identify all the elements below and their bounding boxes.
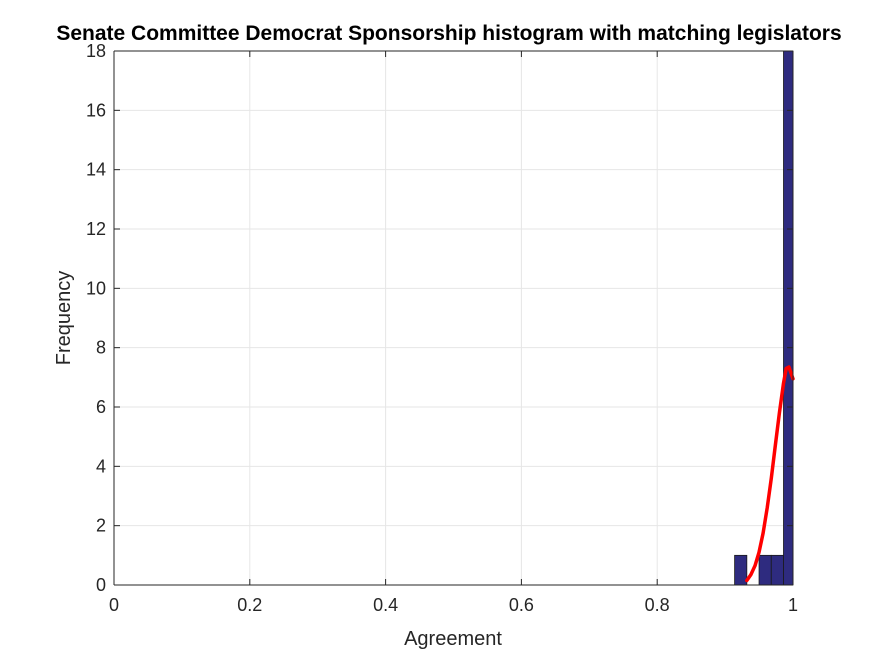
histogram-bar-4 bbox=[783, 50, 794, 586]
plot-area bbox=[114, 51, 793, 585]
histogram-bar-3 bbox=[770, 554, 784, 586]
y-tick-label-5: 10 bbox=[86, 278, 106, 298]
x-tick-label-0: 0 bbox=[109, 595, 119, 615]
x-tick-label-5: 1 bbox=[788, 595, 798, 615]
y-tick-label-3: 6 bbox=[96, 397, 106, 417]
fit-curve-layer bbox=[745, 365, 795, 583]
y-tick-label-0: 0 bbox=[96, 575, 106, 595]
y-tick-label-1: 2 bbox=[96, 516, 106, 536]
y-tick-label-8: 16 bbox=[86, 100, 106, 120]
y-tick-label-6: 12 bbox=[86, 219, 106, 239]
grid-lines bbox=[114, 51, 793, 585]
axes bbox=[113, 50, 794, 586]
y-tick-label-4: 8 bbox=[96, 338, 106, 358]
x-tick-label-4: 0.8 bbox=[645, 595, 670, 615]
histogram-bar-0 bbox=[734, 554, 748, 586]
y-tick-label-7: 14 bbox=[86, 160, 106, 180]
x-axis-label: Agreement bbox=[404, 628, 502, 650]
x-tick-label-3: 0.6 bbox=[509, 595, 534, 615]
y-axis-label: Frequency bbox=[53, 271, 75, 366]
fit-curve-line bbox=[745, 365, 795, 583]
y-tick-label-9: 18 bbox=[86, 41, 106, 61]
y-tick-label-2: 4 bbox=[96, 456, 106, 476]
x-tick-label-2: 0.4 bbox=[373, 595, 398, 615]
histogram-bar-2 bbox=[758, 554, 772, 586]
x-tick-label-1: 0.2 bbox=[237, 595, 262, 615]
chart-title: Senate Committee Democrat Sponsorship hi… bbox=[56, 22, 841, 45]
